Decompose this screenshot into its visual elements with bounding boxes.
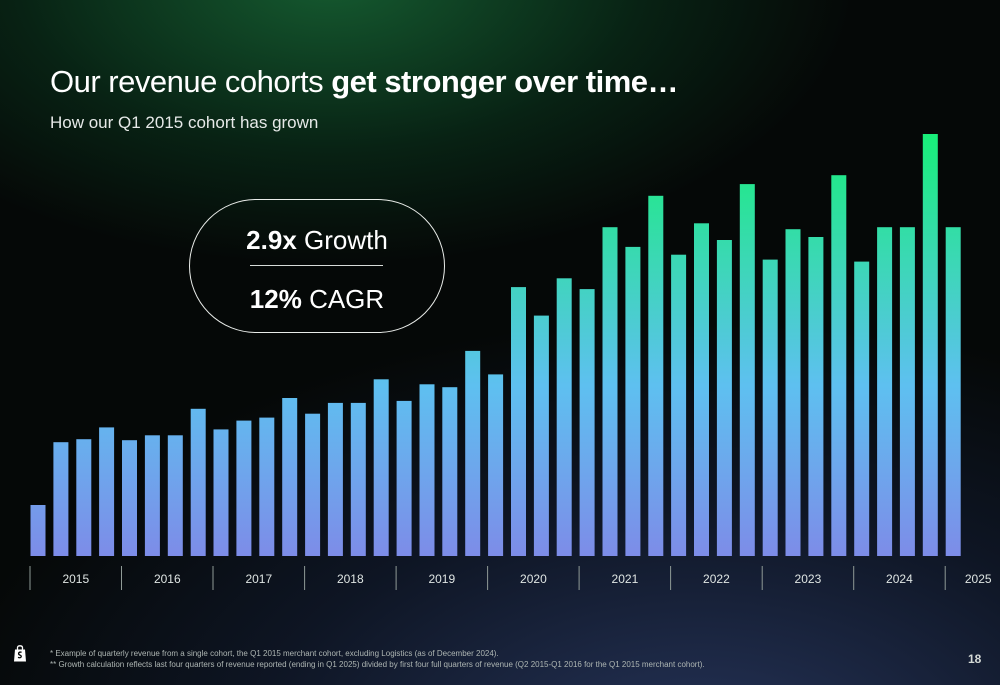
page-number: 18 xyxy=(968,652,982,666)
bar-q1-2020 xyxy=(488,374,504,556)
year-label-2016: 2016 xyxy=(154,572,181,586)
bar-q3-2021 xyxy=(625,246,641,556)
bar-q4-2015 xyxy=(99,427,115,556)
bar-q3-2018 xyxy=(350,402,366,556)
bars-group xyxy=(30,134,961,557)
bar-q2-2018 xyxy=(327,402,343,556)
growth-callout: 2.9x Growth 12% CAGR xyxy=(189,199,445,333)
x-axis: 2015 2016 2017 2018 2019 2020 2021 2022 2023 2024… xyxy=(29,566,992,590)
bar-q2-2017 xyxy=(236,420,252,556)
bar-q4-2023 xyxy=(831,175,847,556)
bar-q3-2017 xyxy=(259,417,275,556)
bar-q1-2017 xyxy=(213,429,229,556)
bar-q2-2024 xyxy=(877,227,893,556)
footnotes: * Example of quarterly revenue from a si… xyxy=(50,648,705,670)
slide-title: Our revenue cohorts get stronger over ti… xyxy=(50,64,679,100)
bar-q3-2023 xyxy=(808,237,824,556)
growth-line: 2.9x Growth xyxy=(190,225,444,256)
bar-q2-2021 xyxy=(602,227,618,556)
year-label-2019: 2019 xyxy=(428,572,455,586)
year-label-2024: 2024 xyxy=(886,572,913,586)
bar-q1-2022 xyxy=(671,254,687,556)
bar-q4-2020 xyxy=(556,278,572,556)
cagr-label: CAGR xyxy=(301,284,385,314)
bar-q2-2023 xyxy=(785,229,801,556)
bar-q2-2022 xyxy=(694,223,709,557)
bar-q4-2017 xyxy=(282,398,298,556)
bar-q4-2022 xyxy=(739,184,755,556)
bar-q1-2025 xyxy=(945,227,961,556)
bar-q3-2022 xyxy=(716,240,732,556)
cagr-line: 12% CAGR xyxy=(190,284,444,315)
year-label-2022: 2022 xyxy=(703,572,730,586)
year-label-2023: 2023 xyxy=(795,572,822,586)
bar-q4-2016 xyxy=(190,408,206,556)
bar-q1-2024 xyxy=(854,261,870,556)
year-label-2025: 2025 xyxy=(965,572,992,586)
growth-value: 2.9x xyxy=(246,225,297,255)
bar-q3-2020 xyxy=(533,315,549,556)
bar-q2-2020 xyxy=(511,287,526,556)
year-label-2018: 2018 xyxy=(337,572,364,586)
cagr-value: 12% xyxy=(249,284,302,314)
bar-q2-2016 xyxy=(144,435,160,556)
bar-q1-2015 xyxy=(30,505,46,556)
bar-q3-2024 xyxy=(899,227,915,556)
bar-q3-2019 xyxy=(442,387,458,556)
title-bold: get stronger over time… xyxy=(331,64,679,99)
year-label-2020: 2020 xyxy=(520,572,547,586)
bar-q3-2016 xyxy=(167,435,183,556)
footnote-1: * Example of quarterly revenue from a si… xyxy=(50,649,499,658)
bar-q4-2018 xyxy=(373,379,389,556)
growth-label: Growth xyxy=(296,225,388,255)
slide-subtitle: How our Q1 2015 cohort has grown xyxy=(50,113,319,132)
callout-divider xyxy=(250,265,383,266)
bar-q4-2024 xyxy=(922,134,938,556)
bar-q1-2023 xyxy=(762,259,778,556)
bar-q1-2018 xyxy=(305,413,321,556)
bar-q1-2016 xyxy=(122,440,137,556)
bar-q4-2019 xyxy=(465,350,481,556)
bar-q2-2015 xyxy=(53,442,69,556)
title-regular: Our revenue cohorts xyxy=(50,64,332,99)
bar-q3-2015 xyxy=(76,439,92,556)
bar-q4-2021 xyxy=(648,195,664,557)
footnote-2: ** Growth calculation reflects last four… xyxy=(50,660,705,669)
year-label-2021: 2021 xyxy=(612,572,639,586)
bar-q2-2019 xyxy=(419,384,435,556)
year-label-2015: 2015 xyxy=(62,572,89,586)
bar-q1-2019 xyxy=(396,400,412,556)
bar-q1-2021 xyxy=(579,289,595,556)
year-label-2017: 2017 xyxy=(245,572,272,586)
shopify-bag-icon xyxy=(14,645,26,662)
